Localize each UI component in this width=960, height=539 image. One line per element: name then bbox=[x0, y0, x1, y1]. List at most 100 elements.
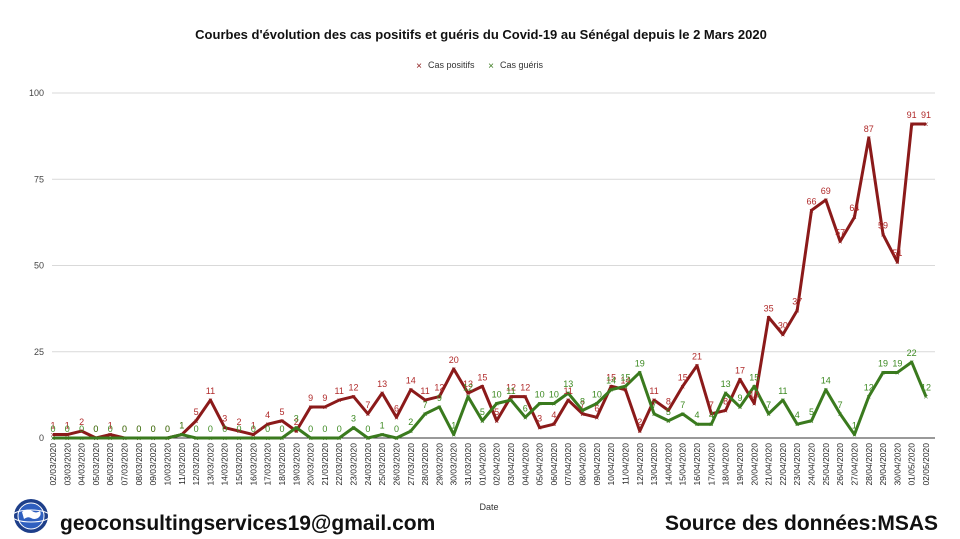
data-point: × bbox=[738, 403, 743, 412]
data-label: 3 bbox=[537, 414, 542, 424]
data-label: 4 bbox=[795, 410, 800, 420]
data-label: 14 bbox=[606, 376, 616, 386]
data-point: × bbox=[237, 434, 242, 443]
x-tick-label: 09/03/2020 bbox=[148, 443, 158, 486]
chart-legend: × Cas positifs × Cas guéris bbox=[416, 60, 543, 72]
data-point: × bbox=[866, 134, 871, 143]
data-point: × bbox=[795, 420, 800, 429]
x-tick-label: 03/04/2020 bbox=[506, 443, 516, 486]
data-point: × bbox=[652, 396, 657, 405]
data-label: 2 bbox=[637, 417, 642, 427]
data-point: × bbox=[852, 213, 857, 222]
x-tick-label: 31/03/2020 bbox=[463, 443, 473, 486]
data-point: × bbox=[179, 431, 184, 440]
data-point: × bbox=[580, 406, 585, 415]
data-label: 15 bbox=[749, 372, 759, 382]
data-label: 4 bbox=[709, 410, 714, 420]
data-label: 7 bbox=[709, 400, 714, 410]
x-tick-label: 20/04/2020 bbox=[749, 443, 759, 486]
data-label: 91 bbox=[921, 110, 931, 120]
data-point: × bbox=[280, 417, 285, 426]
data-label: 64 bbox=[849, 203, 859, 213]
data-label: 9 bbox=[308, 393, 313, 403]
data-label: 8 bbox=[580, 396, 585, 406]
data-point: × bbox=[666, 406, 671, 415]
data-label: 10 bbox=[749, 390, 759, 400]
data-label: 19 bbox=[878, 358, 888, 368]
x-tick-label: 03/03/2020 bbox=[62, 443, 72, 486]
x-tick-label: 08/03/2020 bbox=[134, 443, 144, 486]
data-point: × bbox=[451, 365, 456, 374]
data-label: 14 bbox=[406, 376, 416, 386]
data-point: × bbox=[408, 386, 413, 395]
x-tick-label: 12/03/2020 bbox=[191, 443, 201, 486]
x-tick-label: 22/04/2020 bbox=[778, 443, 788, 486]
data-point: × bbox=[623, 386, 628, 395]
data-label: 11 bbox=[420, 386, 429, 396]
data-label: 2 bbox=[79, 417, 84, 427]
data-point: × bbox=[394, 434, 399, 443]
data-point: × bbox=[752, 400, 757, 409]
data-point: × bbox=[79, 427, 84, 436]
x-tick-label: 11/03/2020 bbox=[177, 443, 187, 485]
data-point: × bbox=[595, 400, 600, 409]
data-point: × bbox=[423, 410, 428, 419]
data-label: 0 bbox=[108, 424, 113, 434]
data-point: × bbox=[809, 206, 814, 215]
data-label: 10 bbox=[492, 390, 502, 400]
data-label: 0 bbox=[165, 424, 170, 434]
data-label: 1 bbox=[852, 421, 857, 431]
legend-marker-positifs: × bbox=[416, 61, 422, 72]
x-tick-label: 15/03/2020 bbox=[234, 443, 244, 486]
data-point: × bbox=[552, 420, 557, 429]
x-tick-label: 24/04/2020 bbox=[807, 443, 817, 486]
data-label: 1 bbox=[50, 421, 55, 431]
data-label: 13 bbox=[377, 379, 387, 389]
data-label: 11 bbox=[564, 386, 573, 396]
data-point: × bbox=[652, 410, 657, 419]
data-label: 5 bbox=[809, 407, 814, 417]
data-label: 66 bbox=[807, 196, 817, 206]
x-tick-label: 18/04/2020 bbox=[721, 443, 731, 486]
data-label: 57 bbox=[835, 227, 845, 237]
data-point: × bbox=[494, 400, 499, 409]
x-tick-label: 04/04/2020 bbox=[520, 443, 530, 486]
data-point: × bbox=[795, 306, 800, 315]
x-tick-label: 11/04/2020 bbox=[620, 443, 630, 485]
x-tick-label: 22/03/2020 bbox=[334, 443, 344, 486]
x-tick-label: 08/04/2020 bbox=[578, 443, 588, 486]
data-point: × bbox=[323, 403, 328, 412]
data-point: × bbox=[294, 427, 299, 436]
data-point: × bbox=[437, 393, 442, 402]
data-point: × bbox=[680, 382, 685, 391]
data-label: 7 bbox=[838, 400, 843, 410]
data-label: 4 bbox=[551, 410, 556, 420]
data-label: 3 bbox=[222, 414, 227, 424]
data-point: × bbox=[609, 382, 614, 391]
x-tick-label: 06/03/2020 bbox=[105, 443, 115, 486]
x-tick-label: 01/05/2020 bbox=[907, 443, 917, 486]
data-label: 5 bbox=[480, 407, 485, 417]
data-label: 11 bbox=[778, 386, 787, 396]
data-label: 2 bbox=[408, 417, 413, 427]
data-point: × bbox=[823, 196, 828, 205]
data-label: 17 bbox=[735, 365, 745, 375]
data-label: 0 bbox=[251, 424, 256, 434]
x-tick-label: 25/04/2020 bbox=[821, 443, 831, 486]
x-tick-label: 13/04/2020 bbox=[649, 443, 659, 486]
y-tick-label: 25 bbox=[34, 347, 44, 357]
data-point: × bbox=[280, 434, 285, 443]
data-label: 9 bbox=[322, 393, 327, 403]
x-tick-label: 28/03/2020 bbox=[420, 443, 430, 486]
data-point: × bbox=[680, 410, 685, 419]
data-point: × bbox=[151, 434, 156, 443]
data-label: 20 bbox=[449, 355, 459, 365]
data-point: × bbox=[165, 434, 170, 443]
data-label: 5 bbox=[494, 407, 499, 417]
data-label: 15 bbox=[606, 372, 616, 382]
data-label: 37 bbox=[792, 296, 802, 306]
data-label: 1 bbox=[380, 421, 385, 431]
y-axis-ticks: 0 25 50 75 100 bbox=[29, 88, 44, 443]
data-label: 0 bbox=[79, 424, 84, 434]
